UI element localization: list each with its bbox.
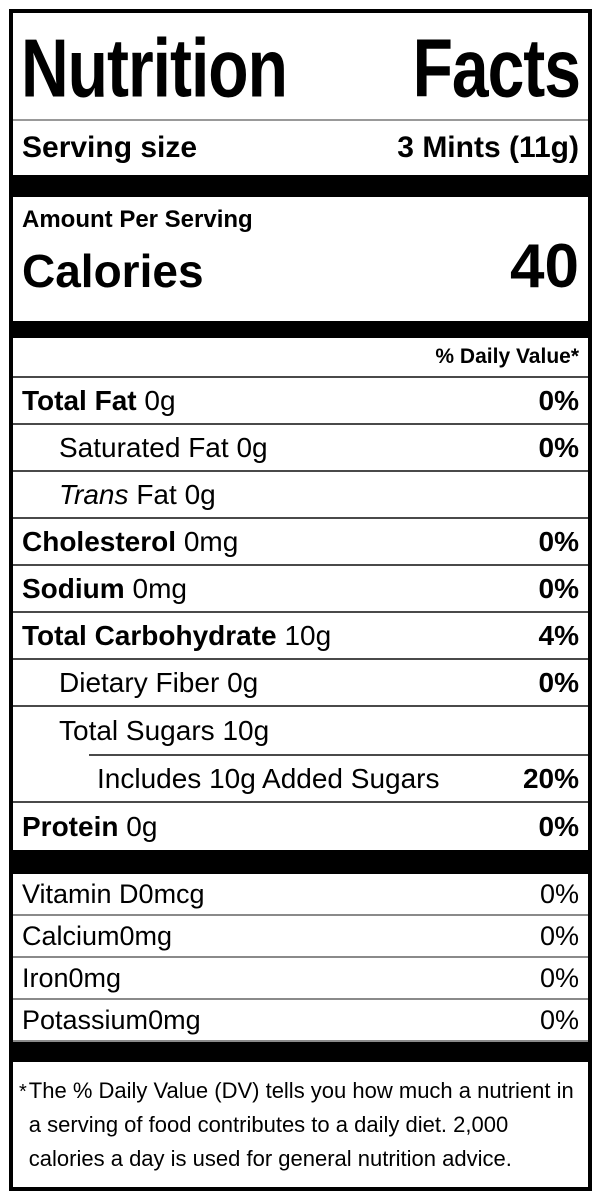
medium-divider-bar	[13, 1042, 588, 1062]
nutrient-row-saturated-fat: Saturated Fat 0g 0%	[13, 425, 588, 472]
vitamin-row-potassium: Potassium0mg 0%	[13, 1000, 588, 1042]
daily-value-footnote: * The % Daily Value (DV) tells you how m…	[13, 1062, 588, 1176]
serving-size-label: Serving size	[22, 131, 198, 164]
nutrient-row-trans-fat: Trans Fat 0g	[13, 472, 588, 519]
nutrient-dv: 20%	[522, 762, 579, 794]
vitamin-dv: 0%	[539, 962, 579, 993]
daily-value-header: % Daily Value*	[13, 338, 588, 378]
nutrient-row-total-carbohydrate: Total Carbohydrate 10g 4%	[13, 613, 588, 660]
nutrient-text: Sodium 0mg	[22, 572, 187, 604]
vitamin-dv: 0%	[539, 1004, 579, 1035]
nutrient-row-cholesterol: Cholesterol 0mg 0%	[13, 519, 588, 566]
nutrient-text: Total Sugars 10g	[59, 714, 270, 746]
nutrient-row-protein: Protein 0g 0%	[13, 803, 588, 850]
vitamin-dv: 0%	[539, 878, 579, 909]
medium-divider-bar	[13, 321, 588, 338]
vitamin-text: Potassium0mg	[22, 1004, 201, 1035]
vitamin-row-vitamin-d: Vitamin D0mcg 0%	[13, 874, 588, 916]
nutrient-dv: 0%	[538, 572, 579, 604]
nutrient-text: Cholesterol 0mg	[22, 525, 239, 557]
nutrient-text: Protein 0g	[22, 810, 158, 842]
vitamin-dv: 0%	[539, 920, 579, 951]
nutrient-row-sodium: Sodium 0mg 0%	[13, 566, 588, 613]
amount-per-serving-label: Amount Per Serving	[22, 206, 253, 233]
nutrition-facts-label: Nutrition Facts Serving size 3 Mints (11…	[9, 9, 592, 1191]
vitamin-row-calcium: Calcium0mg 0%	[13, 916, 588, 958]
vitamin-text: Vitamin D0mcg	[22, 878, 205, 909]
nutrient-dv: 0%	[538, 431, 579, 463]
nutrient-text: Dietary Fiber 0g	[59, 666, 259, 698]
nutrient-row-dietary-fiber: Dietary Fiber 0g 0%	[13, 660, 588, 707]
calories-label: Calories	[22, 245, 204, 297]
vitamin-text: Iron0mg	[22, 962, 122, 993]
calories-row: Calories 40	[13, 235, 588, 309]
nutrient-row-total-sugars: Total Sugars 10g	[13, 707, 588, 754]
nutrient-text: Total Fat 0g	[22, 384, 176, 416]
nutrient-text: Includes 10g Added Sugars	[97, 762, 440, 794]
nutrient-row-total-fat: Total Fat 0g 0%	[13, 378, 588, 425]
thick-divider-bar	[13, 850, 588, 874]
nutrient-text: Total Carbohydrate 10g	[22, 619, 332, 651]
nutrient-dv: 0%	[538, 384, 579, 416]
nutrient-text: Trans Fat 0g	[59, 478, 216, 510]
serving-size-row: Serving size 3 Mints (11g)	[13, 121, 588, 175]
indented-divider	[89, 754, 588, 756]
vitamin-text: Calcium0mg	[22, 920, 173, 951]
nutrient-dv: 0%	[538, 525, 579, 557]
thick-divider-bar	[13, 175, 588, 197]
nutrient-dv: 0%	[538, 666, 579, 698]
nutrient-dv: 4%	[538, 619, 579, 651]
vitamin-row-iron: Iron0mg 0%	[13, 958, 588, 1000]
label-title: Nutrition Facts	[21, 21, 581, 114]
footnote-text: The % Daily Value (DV) tells you how muc…	[28, 1078, 574, 1171]
calories-value: 40	[510, 232, 579, 301]
title-divider	[13, 119, 588, 121]
nutrient-row-added-sugars: Includes 10g Added Sugars 20%	[13, 756, 588, 803]
footnote-asterisk: *	[19, 1081, 27, 1103]
nutrient-text: Saturated Fat 0g	[59, 431, 268, 463]
serving-size-value: 3 Mints (11g)	[397, 131, 579, 164]
nutrient-dv: 0%	[538, 810, 579, 842]
